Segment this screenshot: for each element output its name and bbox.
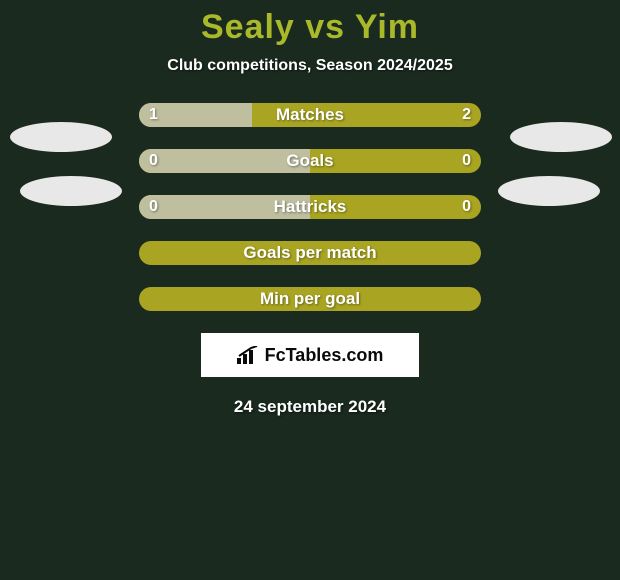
player-left-avatar-2	[20, 176, 122, 206]
stat-label: Matches	[139, 103, 481, 127]
stat-value-right: 0	[462, 195, 471, 219]
site-logo[interactable]: FcTables.com	[201, 333, 419, 377]
comparison-card: Sealy vs Yim Club competitions, Season 2…	[0, 0, 620, 417]
chart-icon	[237, 346, 259, 364]
player-right-avatar-1	[510, 122, 612, 152]
stat-row: Min per goal	[139, 287, 481, 311]
stat-row: Goals per match	[139, 241, 481, 265]
page-title: Sealy vs Yim	[0, 8, 620, 47]
stat-label: Goals per match	[139, 241, 481, 265]
logo-text: FcTables.com	[265, 345, 384, 366]
stat-value-right: 2	[462, 103, 471, 127]
date-line: 24 september 2024	[0, 397, 620, 417]
stat-label: Min per goal	[139, 287, 481, 311]
stat-row: 0Goals0	[139, 149, 481, 173]
stat-label: Hattricks	[139, 195, 481, 219]
stat-value-right: 0	[462, 149, 471, 173]
subtitle: Club competitions, Season 2024/2025	[0, 57, 620, 75]
stat-row: 0Hattricks0	[139, 195, 481, 219]
stat-label: Goals	[139, 149, 481, 173]
stat-row: 1Matches2	[139, 103, 481, 127]
player-right-avatar-2	[498, 176, 600, 206]
player-left-avatar-1	[10, 122, 112, 152]
